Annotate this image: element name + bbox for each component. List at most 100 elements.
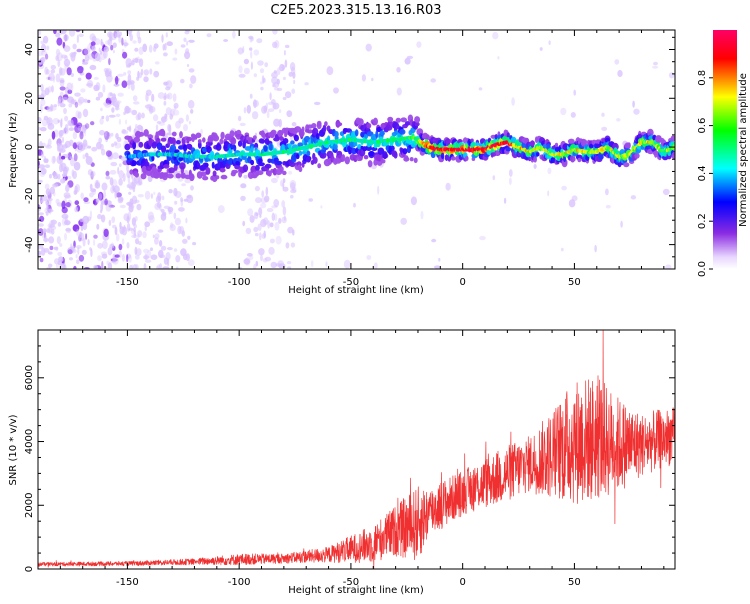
spectrogram-ridge-blob (366, 123, 372, 129)
spectrogram-ridge-blob (344, 156, 350, 165)
spectrogram-noise-blob (107, 132, 112, 139)
spectrogram-noise-blob (91, 35, 97, 42)
spectrogram-noise-blob (237, 115, 242, 122)
spectrogram-noise-blob (128, 191, 132, 195)
spectrogram-noise-blob (162, 266, 170, 269)
spectrogram-noise-blob (59, 77, 65, 83)
spectrogram-ridge-blob (409, 157, 414, 162)
spectrogram-noise-blob (177, 225, 182, 235)
spectrogram-noise-blob (137, 112, 142, 120)
colorbar-tick-label: 0.8 (697, 70, 708, 86)
spectrogram-ridge-blob (567, 138, 575, 144)
spectrogram-noise-blob (72, 131, 78, 140)
spectrogram-ridge-blob (377, 147, 385, 155)
spectrogram-noise-blob (343, 259, 351, 269)
spectrogram-noise-blob (85, 72, 92, 80)
spectrogram-noise-blob (100, 202, 104, 212)
spectrogram-noise-blob (265, 186, 269, 196)
spectrogram-noise-blob (97, 213, 102, 220)
spectrogram-noise-blob (109, 169, 117, 175)
spectrogram-ridge-blob (375, 130, 379, 139)
spectrogram-panel: -150 -100 -50 0 50 -40 -20 0 20 40 Height of str… (8, 29, 676, 296)
spectrogram-noise-blob (119, 204, 126, 209)
spectrogram-noise-blob (47, 106, 53, 111)
spectrogram-noise-blob (361, 74, 366, 82)
spectrogram-ridge-blob (263, 145, 268, 152)
spectrogram-noise-blob (188, 39, 195, 43)
spectrogram-noise-blob (254, 232, 259, 237)
spectrogram-noise-blob (76, 122, 83, 129)
spectrogram-noise-blob (133, 101, 140, 105)
spectrogram-noise-blob (38, 212, 44, 216)
spectrogram-noise-blob (45, 145, 52, 149)
spectrogram-noise-blob (167, 258, 170, 267)
spectrogram-noise-blob (48, 236, 55, 244)
spectrogram-noise-blob (125, 119, 127, 125)
spectrogram-noise-blob (76, 228, 80, 236)
spectrogram-noise-blob (366, 255, 372, 260)
spectrogram-noise-blob (137, 177, 143, 185)
spectrogram-noise-blob (56, 236, 61, 245)
spectrogram-noise-blob (82, 237, 86, 247)
spectrogram-noise-blob (272, 81, 280, 88)
spectrogram-noise-blob (59, 163, 63, 173)
spectrogram-noise-blob (107, 31, 114, 38)
spectrogram-noise-blob (137, 194, 144, 198)
spectrogram-ridge-blob (204, 162, 209, 168)
spectrogram-noise-blob (48, 263, 53, 268)
spectrogram-noise-blob (206, 33, 212, 38)
spectrogram-noise-blob (45, 210, 49, 216)
spectrogram-noise-blob (76, 245, 82, 249)
spectrogram-noise-blob (126, 254, 129, 263)
spectrogram-noise-blob (135, 238, 139, 245)
spectrogram-noise-blob (59, 30, 67, 35)
spectrogram-noise-blob (83, 98, 88, 103)
spectrogram-noise-blob (97, 91, 104, 98)
spectrogram-noise-blob (273, 87, 279, 91)
spectrogram-noise-blob (74, 185, 78, 195)
spectrogram-noise-blob (263, 230, 266, 239)
spectrogram-noise-blob (262, 77, 266, 83)
spectrogram-ridge-blob (233, 144, 237, 152)
spectrogram-noise-blob (66, 82, 73, 91)
spectrogram-noise-blob (237, 47, 244, 55)
spectrogram-noise-blob (84, 47, 90, 56)
spectrogram-noise-blob (90, 41, 96, 47)
spectrogram-noise-blob (63, 45, 71, 52)
spectrogram-noise-blob (78, 254, 85, 262)
spectrogram-noise-blob (147, 249, 152, 259)
spectrogram-ridge-blob (254, 142, 259, 149)
spectrogram-noise-blob (267, 220, 270, 229)
spectrogram-noise-blob (135, 58, 141, 63)
spectrogram-noise-blob (109, 36, 113, 42)
spectrogram-noise-blob (76, 48, 82, 53)
spectrogram-noise-blob (177, 178, 184, 182)
y-tick-label: -40 (24, 236, 35, 252)
spectrogram-noise-blob (320, 205, 323, 209)
spectrogram-noise-blob (38, 117, 42, 123)
spectrogram-noise-blob (136, 203, 142, 211)
spectrogram-noise-blob (78, 33, 84, 38)
spectrogram-noise-blob (61, 200, 66, 210)
spectrogram-noise-blob (134, 47, 139, 52)
spectrogram-ridge-blob (202, 176, 209, 181)
spectrogram-noise-blob (89, 183, 93, 190)
spectrogram-noise-blob (57, 99, 62, 105)
spectrogram-ridge-blob (234, 164, 241, 170)
spectrogram-noise-blob (112, 49, 115, 54)
spectrogram-noise-blob (157, 192, 162, 201)
spectrogram-noise-blob (63, 34, 69, 42)
spectrogram-noise-blob (67, 89, 73, 94)
spectrogram-noise-blob (50, 219, 57, 225)
spectrogram-noise-blob (173, 248, 178, 252)
spectrogram-noise-blob (39, 257, 44, 263)
spectrogram-noise-blob (163, 81, 168, 86)
spectrogram-noise-blob (38, 50, 44, 57)
spectrogram-noise-blob (87, 239, 90, 246)
spectrogram-noise-blob (371, 77, 374, 82)
spectrogram-noise-blob (75, 110, 80, 119)
spectrogram-noise-blob (168, 189, 173, 194)
spectrogram-noise-blob (65, 228, 72, 234)
spectrogram-noise-blob (55, 48, 61, 57)
spectrogram-noise-blob (260, 86, 264, 91)
